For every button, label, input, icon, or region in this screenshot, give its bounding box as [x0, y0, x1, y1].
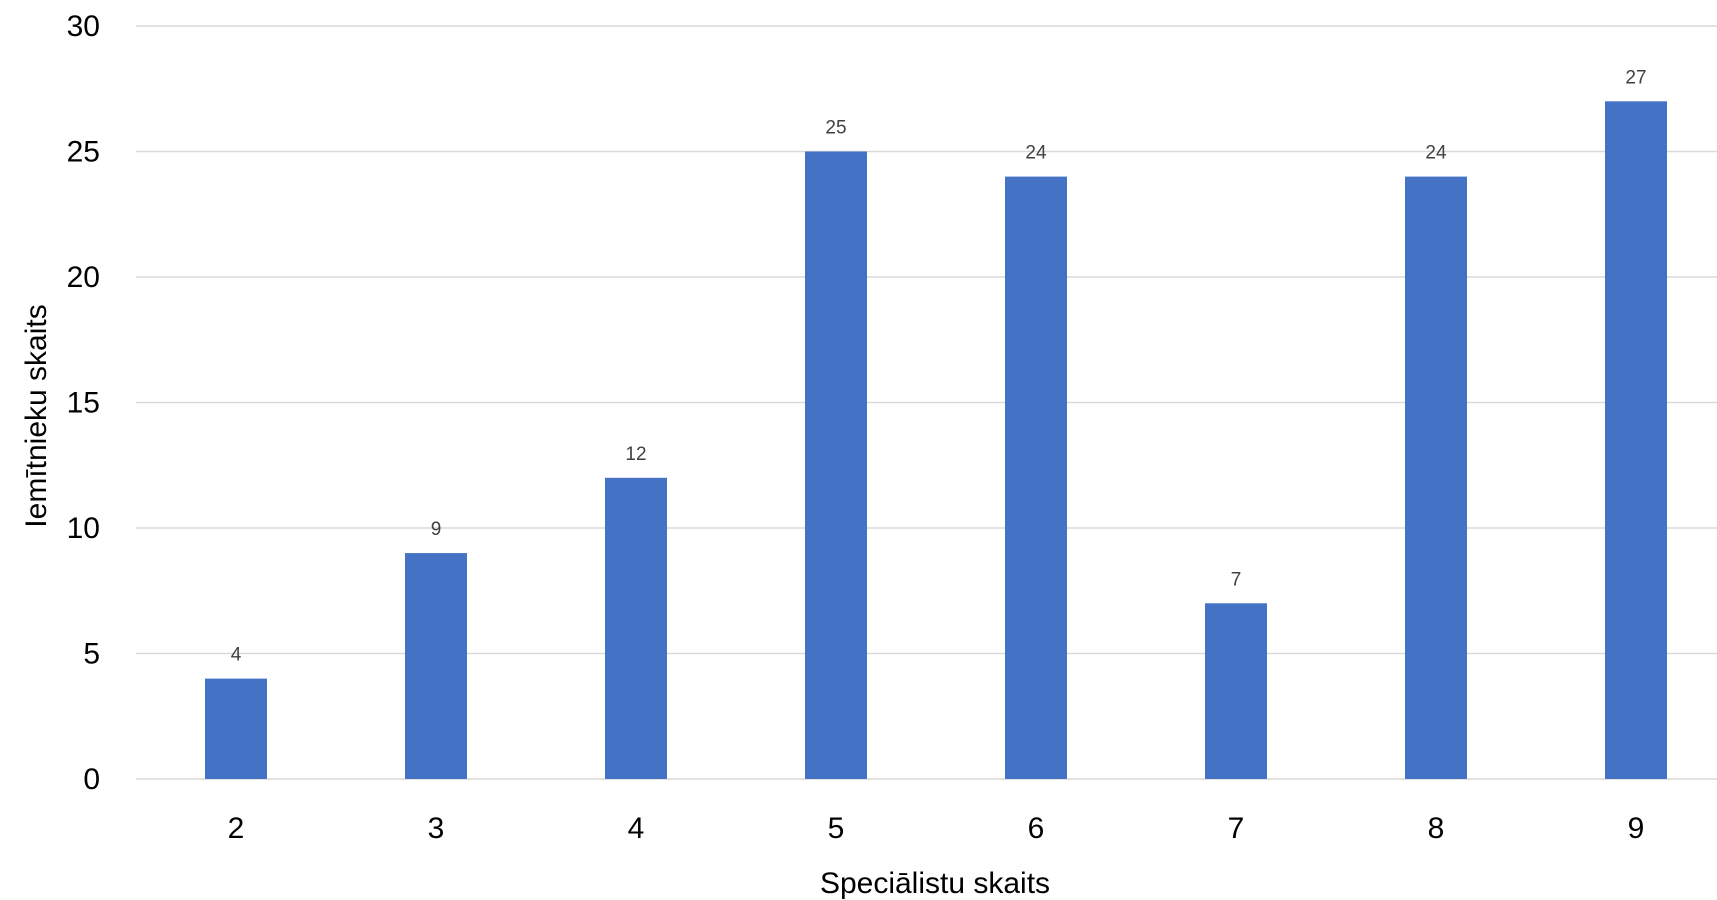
bar — [205, 678, 267, 779]
y-tick-label: 15 — [67, 387, 100, 420]
x-tick-label: 6 — [1028, 812, 1045, 845]
data-label: 9 — [431, 519, 442, 540]
x-tick-label: 5 — [828, 812, 845, 845]
x-tick-label: 3 — [428, 812, 445, 845]
data-label: 27 — [1625, 67, 1646, 88]
bar — [805, 151, 867, 779]
bar — [1405, 176, 1467, 780]
x-axis-title: Speciālistu skaits — [820, 867, 1050, 900]
y-tick-label: 30 — [67, 10, 100, 43]
y-axis-ticks: 0 5 10 15 20 25 30 — [67, 10, 100, 796]
bar — [405, 553, 467, 779]
bar — [1605, 101, 1667, 780]
bars — [205, 101, 1667, 780]
x-tick-label: 2 — [228, 812, 245, 845]
bar — [605, 477, 667, 779]
y-tick-label: 5 — [83, 638, 100, 671]
data-labels: 4 9 12 25 24 7 24 27 — [231, 67, 1647, 665]
y-tick-label: 20 — [67, 261, 100, 294]
y-tick-label: 10 — [67, 512, 100, 545]
data-label: 25 — [825, 118, 846, 139]
data-label: 24 — [1425, 143, 1447, 164]
x-tick-label: 8 — [1428, 812, 1445, 845]
bar — [1005, 176, 1067, 780]
gridlines — [136, 25, 1717, 780]
data-label: 24 — [1025, 143, 1047, 164]
y-tick-label: 0 — [83, 763, 100, 796]
data-label: 12 — [625, 444, 646, 465]
y-tick-label: 25 — [67, 136, 100, 169]
x-axis-ticks: 2 3 4 5 6 7 8 9 — [228, 812, 1645, 845]
x-tick-label: 4 — [628, 812, 645, 845]
y-axis-title: Iemītnieku skaits — [20, 304, 53, 527]
data-label: 4 — [231, 645, 242, 666]
x-tick-label: 7 — [1228, 812, 1245, 845]
data-label: 7 — [1231, 569, 1242, 590]
bar — [1205, 603, 1267, 779]
x-tick-label: 9 — [1628, 812, 1645, 845]
